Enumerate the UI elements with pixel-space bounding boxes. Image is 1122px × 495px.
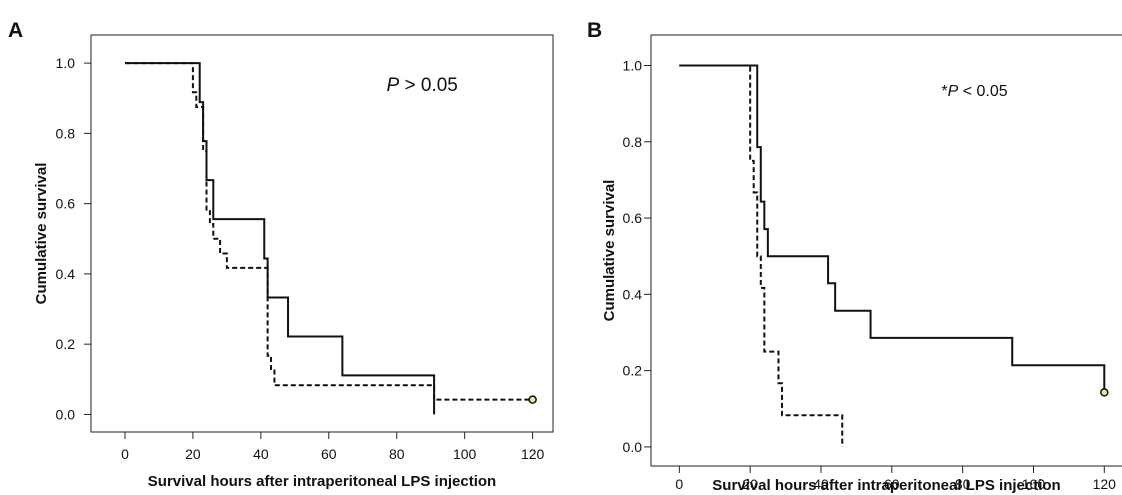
y-tick-label: 0.0 xyxy=(56,406,76,422)
annotation-p: P xyxy=(948,83,959,100)
x-tick-label: 60 xyxy=(321,446,337,462)
x-tick-label: 100 xyxy=(453,446,477,462)
p-value-annotation: P > 0.05 xyxy=(387,75,458,96)
p-value-annotation: *P < 0.05 xyxy=(941,83,1007,100)
plot-frame xyxy=(650,34,1122,467)
y-tick-label: 0.6 xyxy=(623,210,643,226)
x-axis-label: Survival hours after intraperitoneal LPS… xyxy=(148,473,496,490)
y-axis-label: Cumulative survival xyxy=(601,180,618,322)
y-tick-label: 0.2 xyxy=(623,363,643,379)
y-tick-label: 0.4 xyxy=(56,266,76,282)
y-tick-label: 0.8 xyxy=(56,125,76,141)
x-tick-label: 0 xyxy=(121,446,129,462)
x-tick-label: 20 xyxy=(742,476,758,492)
plot-frame xyxy=(90,34,554,433)
panel-letter: A xyxy=(8,19,23,42)
annotation-rest: > 0.05 xyxy=(399,75,458,96)
y-tick-label: 0.4 xyxy=(623,286,643,302)
x-tick-label: 120 xyxy=(521,446,545,462)
x-tick-label: 20 xyxy=(185,446,201,462)
x-axis-label: Survival hours after intraperitoneal LPS… xyxy=(712,477,1060,494)
x-tick-label: 80 xyxy=(955,476,971,492)
y-tick-label: 0.2 xyxy=(56,336,76,352)
censored-marker xyxy=(528,395,537,404)
panel-b: B 0.0 0.2 0.4 0.6 0.8 1.0 0 20 40 60 80 100 120 Surviv… xyxy=(587,19,1122,494)
x-tick-label: 80 xyxy=(389,446,405,462)
panel-a: A 0.0 0.2 0.4 0.6 0.8 1.0 0 20 40 60 80 100 120 Surviv… xyxy=(8,19,554,490)
survival-curve-dashed xyxy=(124,62,533,401)
x-tick-label: 0 xyxy=(675,476,683,492)
survival-curve-solid xyxy=(679,64,1106,393)
y-tick-label: 0.8 xyxy=(623,134,643,150)
y-tick-label: 0.0 xyxy=(623,439,643,455)
x-tick-label: 120 xyxy=(1093,476,1117,492)
censored-marker xyxy=(1100,388,1109,397)
y-tick-label: 1.0 xyxy=(56,55,76,71)
annotation-prefix: * xyxy=(941,83,947,100)
survival-curve-solid xyxy=(124,62,436,415)
x-tick-label: 40 xyxy=(253,446,269,462)
x-tick-label: 40 xyxy=(813,476,829,492)
survival-curve-dashed xyxy=(679,64,844,447)
y-tick-label: 0.6 xyxy=(56,196,76,212)
x-tick-label: 100 xyxy=(1022,476,1046,492)
x-tick-label: 60 xyxy=(884,476,900,492)
annotation-rest: < 0.05 xyxy=(958,83,1007,100)
y-axis-label: Cumulative survival xyxy=(33,163,50,305)
y-tick-label: 1.0 xyxy=(623,58,643,74)
annotation-p: P xyxy=(387,75,400,96)
panel-letter: B xyxy=(587,19,602,42)
